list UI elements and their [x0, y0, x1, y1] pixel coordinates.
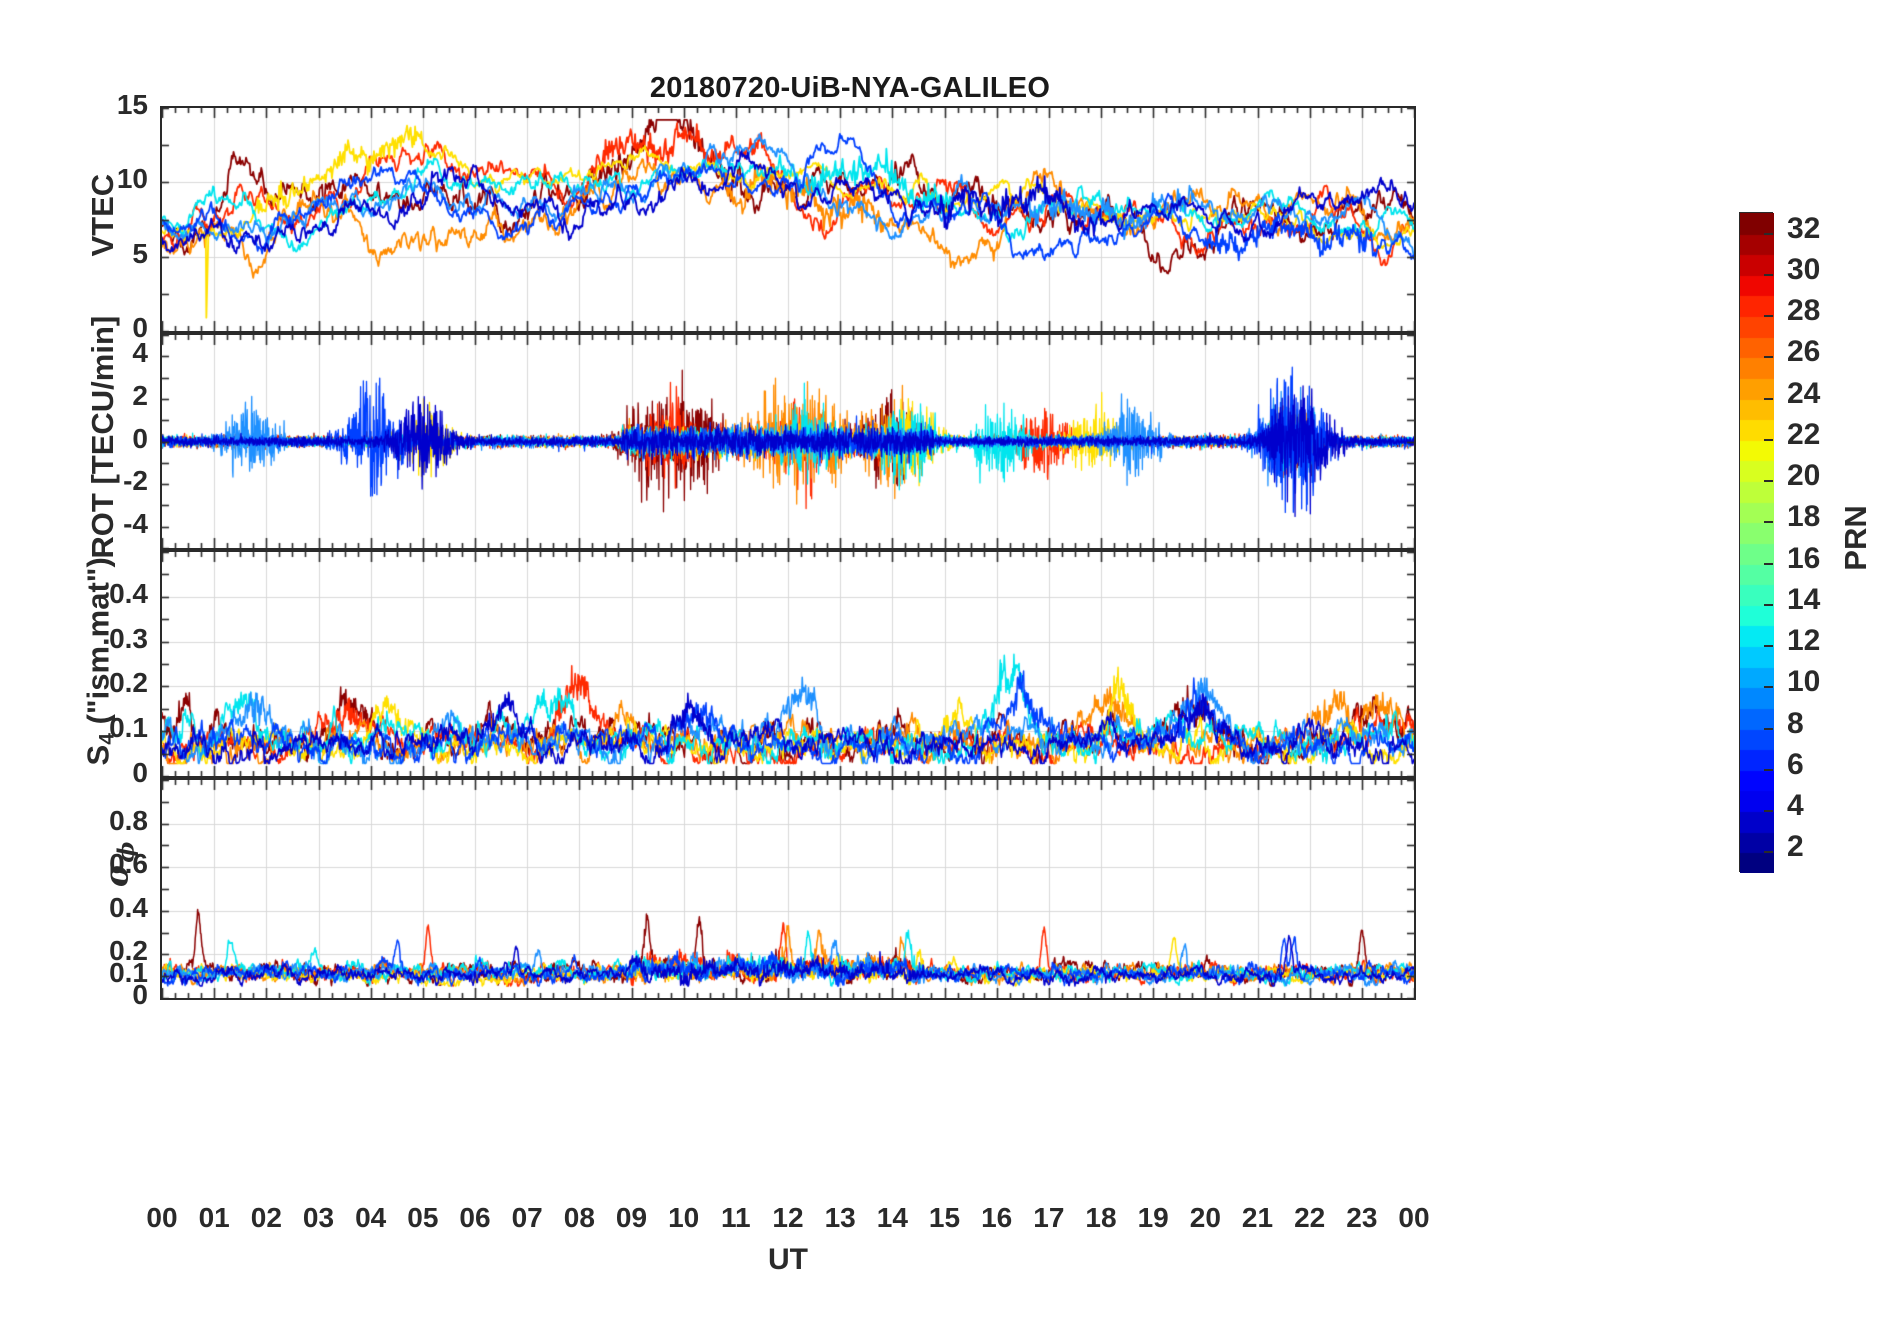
x-tick-label: 04 [355, 1202, 387, 1233]
y-tick-label: 10 [116, 163, 148, 195]
page-title: 20180720-UiB-NYA-GALILEO [649, 72, 1051, 104]
colorbar-tick-mark [1764, 563, 1773, 565]
x-tick-label: 00 [146, 1202, 178, 1233]
colorbar-tick-label: 10 [1787, 665, 1821, 699]
y-tick-label: 0.8 [109, 804, 148, 836]
x-tick-label: 11 [721, 1202, 751, 1233]
colorbar-tick-label: 14 [1787, 582, 1821, 616]
y-tick-label: 0 [132, 422, 148, 454]
y-tick-label: 5 [132, 237, 148, 269]
colorbar-gradient [1740, 213, 1774, 873]
x-tick-label: 01 [198, 1202, 230, 1233]
chart-panel-vtec [160, 106, 1416, 333]
colorbar-tick-mark [1764, 315, 1773, 317]
colorbar-tick-mark [1764, 769, 1773, 771]
colorbar-tick-label: 20 [1787, 459, 1821, 493]
colorbar-tick-label: 2 [1787, 830, 1804, 864]
y-tick-label: 0.3 [109, 622, 148, 654]
chart-panel-s4 [160, 550, 1416, 778]
x-tick-label: 14 [876, 1202, 908, 1233]
colorbar-tick-mark [1764, 604, 1773, 606]
y-tick-label: 0 [132, 979, 148, 1010]
colorbar-tick-label: 30 [1787, 252, 1821, 286]
colorbar-tick-mark [1764, 233, 1773, 235]
y-tick-label: 4 [132, 337, 148, 369]
y-tick-label: 0.6 [109, 848, 148, 880]
x-tick-label: 10 [668, 1202, 700, 1233]
x-tick-label: 21 [1241, 1202, 1274, 1233]
x-tick-label: 13 [824, 1202, 856, 1233]
colorbar-tick-label: 8 [1787, 706, 1804, 740]
y-tick-label: 0 [132, 757, 148, 788]
colorbar-tick-label: 26 [1787, 335, 1821, 369]
y-axis-label-sigma-phi: σϕ [96, 841, 140, 888]
colorbar-tick-mark [1764, 521, 1773, 523]
x-tick-label: 02 [250, 1202, 282, 1233]
colorbar-tick-mark [1764, 728, 1773, 730]
chart-panel-sigma-phi [160, 778, 1416, 1000]
x-axis-label: UT [768, 1243, 808, 1276]
x-tick-label: 22 [1294, 1202, 1326, 1233]
colorbar-tick-label: 4 [1787, 789, 1804, 823]
x-tick-label: 12 [772, 1202, 804, 1233]
colorbar-tick-mark [1764, 480, 1773, 482]
x-tick-label: 07 [511, 1202, 543, 1233]
colorbar-tick-label: 18 [1787, 500, 1821, 534]
y-tick-label: 0.1 [109, 957, 148, 989]
y-tick-label: 2 [132, 379, 148, 411]
y-tick-label: 0.4 [109, 891, 148, 923]
y-tick-label: 0.4 [109, 577, 148, 609]
y-tick-label: 0.2 [109, 935, 148, 967]
y-tick-label: 0 [132, 312, 148, 343]
colorbar-tick-mark [1764, 398, 1773, 400]
x-tick-label: 08 [563, 1202, 595, 1233]
colorbar-tick-label: 6 [1787, 747, 1804, 781]
colorbar-tick-mark [1764, 851, 1773, 853]
x-tick-label: 03 [302, 1202, 335, 1233]
x-tick-label: 23 [1346, 1202, 1378, 1233]
x-tick-label: 00 [1398, 1202, 1430, 1233]
y-tick-label: 15 [116, 89, 148, 120]
x-tick-label: 06 [459, 1202, 491, 1233]
colorbar-tick-label: 24 [1787, 376, 1821, 410]
colorbar-tick-mark [1764, 686, 1773, 688]
colorbar-tick-label: 28 [1787, 294, 1821, 328]
colorbar-tick-label: 12 [1787, 624, 1821, 658]
x-tick-label: 19 [1137, 1202, 1169, 1233]
chart-panel-rot [160, 333, 1416, 550]
y-tick-label: -2 [123, 465, 148, 497]
colorbar-prn [1739, 212, 1774, 873]
x-tick-label: 17 [1033, 1202, 1065, 1233]
colorbar-tick-label: 22 [1787, 417, 1821, 451]
colorbar-tick-mark [1764, 356, 1773, 358]
colorbar-tick-mark [1764, 274, 1773, 276]
colorbar-tick-mark [1764, 645, 1773, 647]
colorbar-tick-label: 32 [1787, 211, 1821, 245]
colorbar-tick-mark [1764, 439, 1773, 441]
colorbar-tick-label: 16 [1787, 541, 1821, 575]
x-tick-label: 15 [928, 1202, 961, 1233]
x-tick-label: 16 [981, 1202, 1013, 1233]
x-tick-label: 20 [1189, 1202, 1221, 1233]
colorbar-tick-mark [1764, 810, 1773, 812]
x-tick-label: 18 [1085, 1202, 1117, 1233]
colorbar-label: PRN [1838, 505, 1873, 571]
y-tick-label: 0.2 [109, 667, 148, 699]
y-tick-label: 0.1 [109, 712, 148, 744]
y-tick-label: -4 [123, 507, 148, 539]
x-tick-label: 05 [407, 1202, 439, 1233]
x-tick-label: 09 [615, 1202, 648, 1233]
